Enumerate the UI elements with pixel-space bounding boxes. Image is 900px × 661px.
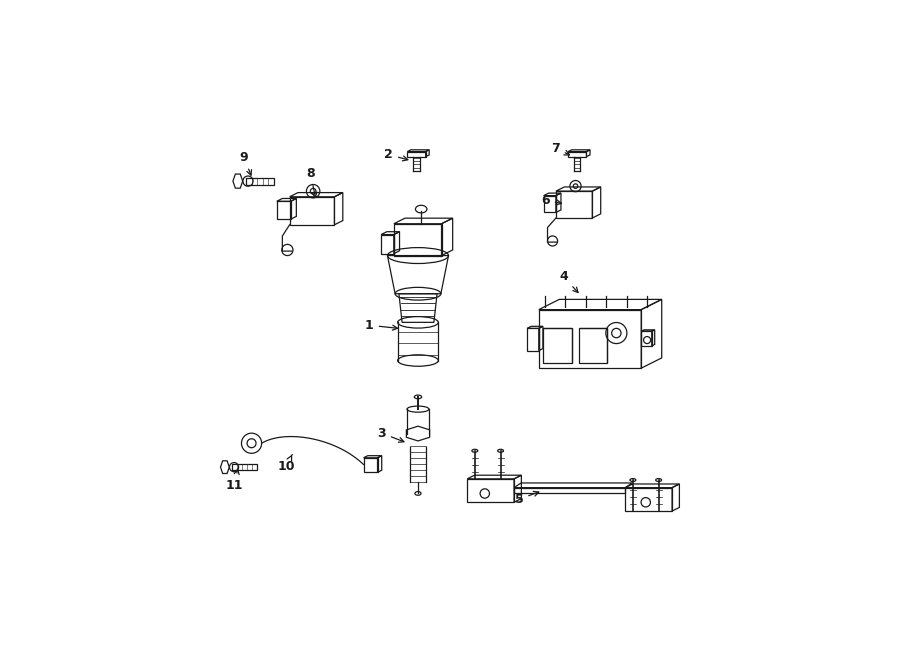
Text: 8: 8 bbox=[306, 167, 317, 198]
Text: 6: 6 bbox=[541, 194, 562, 207]
Text: 11: 11 bbox=[226, 469, 244, 492]
Text: 10: 10 bbox=[277, 455, 295, 473]
Text: 7: 7 bbox=[551, 141, 570, 155]
Text: 3: 3 bbox=[377, 426, 404, 442]
Text: 5: 5 bbox=[515, 491, 539, 506]
Text: 2: 2 bbox=[384, 148, 408, 161]
Text: 1: 1 bbox=[365, 319, 398, 332]
Bar bbox=[246, 178, 274, 184]
Text: 4: 4 bbox=[560, 270, 578, 293]
Bar bbox=[232, 464, 257, 471]
Text: 9: 9 bbox=[239, 151, 251, 175]
